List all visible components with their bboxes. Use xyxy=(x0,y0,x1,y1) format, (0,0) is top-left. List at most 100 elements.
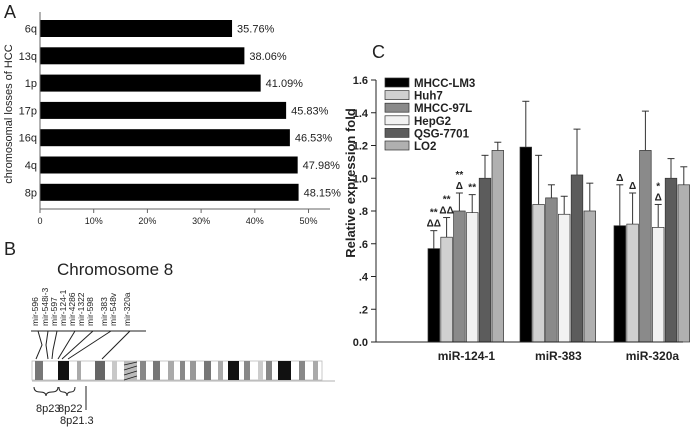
band xyxy=(77,361,81,380)
band-label-8p22: 8p22 xyxy=(58,403,82,415)
y-tick-label: 1.0 xyxy=(353,173,368,185)
connector-lines xyxy=(35,330,131,360)
legend-label: MHCC-97L xyxy=(414,103,472,115)
significance-marker: ** xyxy=(468,183,476,194)
y-tick-label: .8 xyxy=(359,206,368,218)
legend-swatch xyxy=(384,102,410,113)
category-label: miR-124-1 xyxy=(438,349,496,363)
panel-c-ylabel: Relative expression fold xyxy=(343,108,358,258)
mirna-label: mir-1322 xyxy=(76,292,86,326)
panel-a-letter: A xyxy=(4,2,16,22)
x-tick-label: 50% xyxy=(300,216,318,226)
panel-c-chart: Relative expression fold 0.0 .2 .4 .6 .8 1.0 1… xyxy=(343,75,690,363)
legend-label: LO2 xyxy=(414,141,436,153)
legend-label: Huh7 xyxy=(414,91,443,103)
band xyxy=(278,361,291,380)
band xyxy=(266,361,272,380)
category-label: 17p xyxy=(19,105,37,117)
band xyxy=(140,361,146,380)
significance-marker: ** xyxy=(456,170,464,181)
y-tick-label: 1.2 xyxy=(353,141,368,153)
bar xyxy=(40,101,287,119)
bar xyxy=(440,236,453,343)
bar xyxy=(40,129,290,147)
legend-swatch xyxy=(384,128,410,138)
panel-b-letter: B xyxy=(4,239,16,259)
category-label: 6q xyxy=(25,24,37,36)
band-braces xyxy=(33,386,87,410)
bar xyxy=(40,156,298,174)
band xyxy=(35,361,43,380)
chromosome-ideogram xyxy=(31,360,335,382)
y-tick-label: 0.0 xyxy=(353,337,368,349)
band xyxy=(180,361,185,380)
bar xyxy=(570,174,584,343)
bar xyxy=(639,150,652,343)
panel-a-ylabel: chromosomal losses of HCC xyxy=(3,44,15,183)
category-label: miR-320a xyxy=(626,349,680,363)
mirna-label: mir-383 xyxy=(99,297,109,326)
data-label: 46.53% xyxy=(295,133,333,145)
category-label: 4q xyxy=(25,160,37,172)
band xyxy=(244,361,250,380)
bar xyxy=(519,146,532,343)
category-label: 1p xyxy=(25,78,37,90)
category-label: 8p xyxy=(25,187,37,199)
legend-swatch xyxy=(384,90,410,100)
centromere xyxy=(124,361,137,380)
y-tick-label: .4 xyxy=(359,272,369,284)
x-tick-label: 30% xyxy=(192,216,210,226)
significance-marker: * xyxy=(656,181,660,192)
bar xyxy=(478,177,492,343)
significance-marker: ΔΔ xyxy=(427,219,441,230)
data-label: 48.15% xyxy=(304,187,342,199)
bar xyxy=(40,47,245,65)
band xyxy=(190,361,196,380)
legend-label: MHCC-LM3 xyxy=(414,78,475,90)
mirna-label: mir-4286 xyxy=(67,292,77,326)
band xyxy=(168,361,174,380)
significance-marker: Δ xyxy=(655,192,662,203)
band xyxy=(258,361,263,380)
mirna-label: mir-548i-3 xyxy=(40,287,50,326)
y-tick-label: .2 xyxy=(359,304,368,316)
x-tick-label: 20% xyxy=(138,216,156,226)
bar xyxy=(613,225,626,343)
significance-marker: ΔΔ xyxy=(439,206,453,217)
mirna-label: mir-598 xyxy=(85,297,95,326)
band-label-8p21-3: 8p21.3 xyxy=(60,415,94,427)
significance-marker: ** xyxy=(443,195,451,206)
bar xyxy=(583,210,596,343)
data-label: 47.98% xyxy=(303,160,341,172)
data-label: 35.76% xyxy=(237,24,275,36)
bar xyxy=(491,150,504,343)
band xyxy=(58,361,69,380)
panel-c-letter: C xyxy=(372,42,385,62)
band xyxy=(218,361,223,380)
band xyxy=(313,361,318,380)
bar xyxy=(40,74,261,92)
mirna-label: mir-596 xyxy=(30,297,40,326)
mirna-label: mir-597 xyxy=(49,297,59,326)
panel-b-chromosome: Chromosome 8 mir-596 mir-548i-3 mir-597 … xyxy=(30,260,335,427)
band xyxy=(228,361,239,380)
significance-marker: ** xyxy=(430,208,438,219)
band-label-8p23: 8p23 xyxy=(36,403,60,415)
bar xyxy=(532,204,545,343)
data-label: 45.83% xyxy=(291,105,329,117)
mirna-label: mir-320a xyxy=(122,292,132,326)
x-tick-label: 10% xyxy=(85,216,103,226)
y-tick-label: 1.4 xyxy=(353,108,369,120)
bar xyxy=(453,210,466,343)
category-label: 13q xyxy=(19,51,37,63)
bar xyxy=(40,20,233,37)
significance-marker: Δ xyxy=(629,181,636,192)
band xyxy=(153,361,160,380)
bar xyxy=(677,184,690,343)
bar xyxy=(626,223,639,343)
x-tick-label: 40% xyxy=(246,216,264,226)
bar xyxy=(427,248,440,343)
panel-a-chart: chromosomal losses of HCC 6q 35.76% 13q 38.… xyxy=(3,12,341,226)
x-tick-label: 0 xyxy=(37,216,42,226)
